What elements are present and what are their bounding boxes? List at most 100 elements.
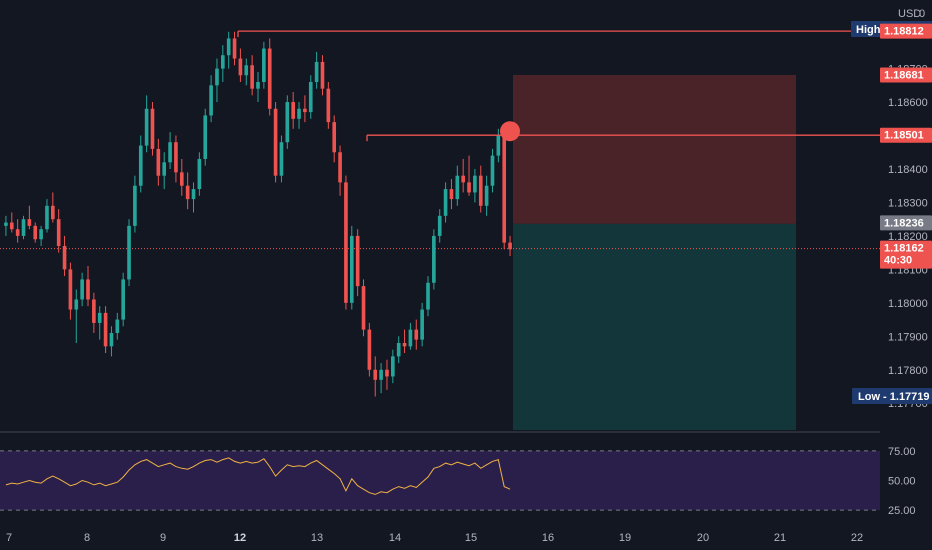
stop-loss-zone[interactable] bbox=[513, 74, 796, 224]
candle-body[interactable] bbox=[285, 102, 290, 143]
candle-body[interactable] bbox=[221, 55, 225, 69]
low-label-tag[interactable] bbox=[852, 388, 932, 404]
take-profit-zone[interactable] bbox=[513, 223, 796, 430]
candle-body[interactable] bbox=[408, 329, 413, 347]
candle-body[interactable] bbox=[320, 61, 325, 89]
candle-body[interactable] bbox=[367, 329, 372, 370]
candle-body[interactable] bbox=[443, 189, 448, 216]
candle-body[interactable] bbox=[62, 245, 67, 270]
candle-body[interactable] bbox=[273, 108, 278, 176]
candle-body[interactable] bbox=[461, 175, 465, 183]
candle-body[interactable] bbox=[314, 61, 319, 82]
candle-body[interactable] bbox=[33, 225, 38, 240]
candle-body[interactable] bbox=[168, 142, 172, 163]
candle-body[interactable] bbox=[209, 85, 213, 116]
candle-body[interactable] bbox=[332, 122, 337, 153]
candle-body[interactable] bbox=[21, 219, 26, 236]
candle-body[interactable] bbox=[326, 88, 331, 123]
candle-body[interactable] bbox=[279, 142, 284, 176]
candle-body[interactable] bbox=[80, 279, 84, 300]
candle-body[interactable] bbox=[449, 189, 454, 200]
candle-body[interactable] bbox=[215, 68, 219, 86]
candle-body[interactable] bbox=[303, 108, 307, 113]
candle-body[interactable] bbox=[144, 108, 149, 146]
candle-body[interactable] bbox=[355, 235, 360, 287]
last-price-tag[interactable] bbox=[880, 240, 932, 269]
candle-body[interactable] bbox=[414, 329, 419, 340]
candle-body[interactable] bbox=[97, 312, 102, 323]
candle-body[interactable] bbox=[174, 142, 178, 173]
candle-body[interactable] bbox=[349, 235, 354, 303]
time-axis[interactable]: 7 8 9 12 13 14 15 16 19 20 21 22 bbox=[6, 532, 863, 544]
candle-body[interactable] bbox=[502, 135, 507, 243]
candle-body[interactable] bbox=[402, 342, 407, 347]
candle-body[interactable] bbox=[250, 65, 254, 89]
candle-body[interactable] bbox=[373, 369, 378, 380]
candle-body[interactable] bbox=[496, 135, 501, 156]
candles-series[interactable] bbox=[4, 31, 512, 397]
candle-body[interactable] bbox=[297, 108, 301, 119]
candle-body[interactable] bbox=[432, 235, 436, 283]
entry-price-tag[interactable] bbox=[880, 127, 932, 143]
candle-body[interactable] bbox=[473, 175, 477, 193]
candle-body[interactable] bbox=[103, 312, 108, 347]
rsi-line[interactable] bbox=[5, 457, 511, 495]
candle-body[interactable] bbox=[437, 215, 442, 236]
candle-body[interactable] bbox=[379, 369, 383, 380]
candle-body[interactable] bbox=[508, 242, 512, 250]
candle-body[interactable] bbox=[338, 152, 342, 183]
candle-body[interactable] bbox=[162, 162, 167, 176]
candle-body[interactable] bbox=[56, 219, 61, 246]
candle-body[interactable] bbox=[150, 108, 155, 149]
candle-body[interactable] bbox=[478, 175, 483, 206]
candle-body[interactable] bbox=[385, 369, 389, 377]
candle-body[interactable] bbox=[133, 185, 137, 226]
candle-body[interactable] bbox=[484, 185, 489, 206]
candle-body[interactable] bbox=[121, 279, 125, 320]
candle-body[interactable] bbox=[51, 205, 55, 220]
candle-body[interactable] bbox=[308, 81, 313, 113]
rsi-axis[interactable]: 75.00 50.00 25.00 bbox=[888, 446, 916, 517]
candle-body[interactable] bbox=[238, 58, 243, 76]
candle-body[interactable] bbox=[197, 158, 202, 190]
close-price-tag[interactable] bbox=[880, 215, 932, 231]
candle-body[interactable] bbox=[426, 282, 430, 310]
candle-body[interactable] bbox=[420, 309, 424, 340]
candle-body[interactable] bbox=[45, 205, 49, 230]
candle-body[interactable] bbox=[92, 299, 96, 323]
candle-body[interactable] bbox=[391, 356, 395, 377]
candle-body[interactable] bbox=[226, 38, 231, 56]
candle-body[interactable] bbox=[267, 48, 272, 109]
candle-body[interactable] bbox=[39, 229, 43, 240]
currency-label[interactable]: USD bbox=[898, 8, 921, 20]
candle-body[interactable] bbox=[109, 332, 114, 347]
candle-body[interactable] bbox=[490, 155, 495, 186]
candle-body[interactable] bbox=[15, 229, 20, 236]
candle-body[interactable] bbox=[86, 279, 90, 300]
entry-marker[interactable] bbox=[500, 121, 520, 142]
candle-body[interactable] bbox=[156, 148, 161, 176]
candle-body[interactable] bbox=[27, 219, 32, 226]
candle-body[interactable] bbox=[244, 65, 249, 76]
candle-body[interactable] bbox=[455, 175, 460, 200]
price-axis[interactable]: 1.187001.186001.184001.183001.182001.181… bbox=[888, 64, 928, 411]
candle-body[interactable] bbox=[256, 81, 260, 89]
candle-body[interactable] bbox=[396, 342, 401, 357]
candle-body[interactable] bbox=[291, 102, 295, 119]
candle-body[interactable] bbox=[467, 182, 471, 193]
candle-body[interactable] bbox=[191, 189, 196, 200]
candle-body[interactable] bbox=[185, 185, 190, 200]
candle-body[interactable] bbox=[262, 48, 266, 82]
candle-body[interactable] bbox=[9, 222, 14, 230]
candle-body[interactable] bbox=[4, 222, 8, 226]
candle-body[interactable] bbox=[203, 115, 208, 159]
candle-body[interactable] bbox=[68, 269, 73, 310]
candle-body[interactable] bbox=[361, 286, 366, 330]
candle-body[interactable] bbox=[74, 299, 79, 310]
candle-body[interactable] bbox=[115, 319, 120, 333]
high-price-tag[interactable] bbox=[880, 23, 932, 39]
candle-body[interactable] bbox=[127, 225, 131, 280]
candle-body[interactable] bbox=[138, 145, 143, 186]
candle-body[interactable] bbox=[232, 38, 237, 59]
